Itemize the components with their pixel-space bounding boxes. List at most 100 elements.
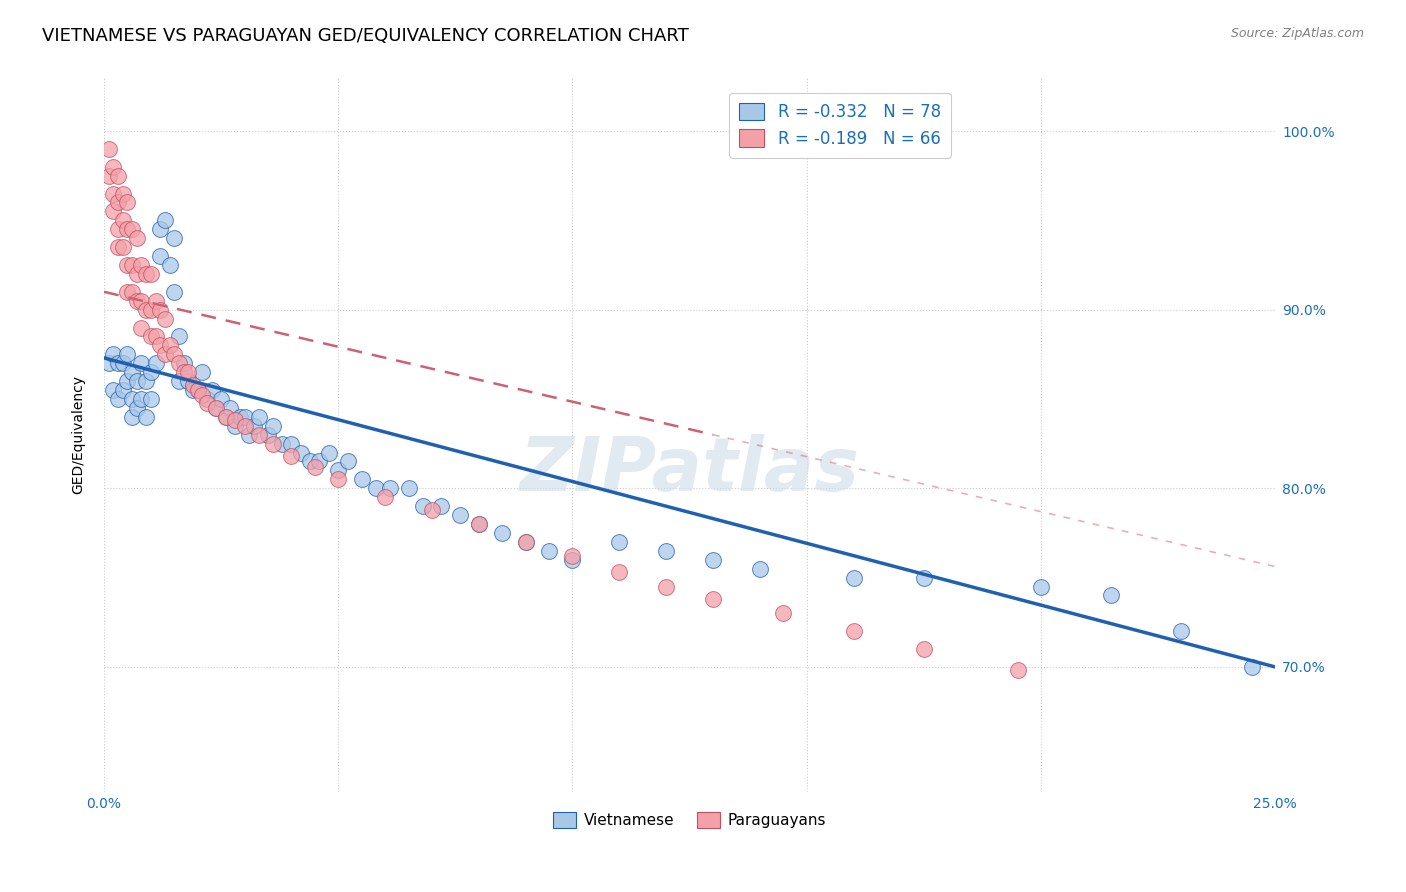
Text: Source: ZipAtlas.com: Source: ZipAtlas.com: [1230, 27, 1364, 40]
Point: [748, 562, 770, 576]
Point: [111, 240, 134, 254]
Point: [607, 534, 630, 549]
Point: [247, 427, 270, 442]
Point: [191, 365, 214, 379]
Point: [224, 418, 246, 433]
Point: [125, 231, 148, 245]
Point: [1170, 624, 1192, 639]
Point: [131, 320, 153, 334]
Point: [280, 449, 302, 463]
Point: [173, 356, 195, 370]
Point: [1029, 580, 1052, 594]
Point: [167, 329, 190, 343]
Point: [139, 302, 162, 317]
Point: [149, 222, 172, 236]
Point: [139, 392, 162, 406]
Point: [215, 409, 238, 424]
Point: [135, 409, 157, 424]
Point: [97, 169, 120, 183]
Point: [117, 347, 139, 361]
Point: [280, 436, 302, 450]
Point: [191, 388, 214, 402]
Point: [398, 481, 420, 495]
Point: [121, 222, 143, 236]
Point: [103, 383, 125, 397]
Legend: Vietnamese, Paraguayans: Vietnamese, Paraguayans: [547, 806, 832, 834]
Point: [107, 392, 129, 406]
Point: [224, 413, 246, 427]
Point: [238, 427, 260, 442]
Point: [97, 356, 120, 370]
Point: [149, 302, 172, 317]
Point: [195, 395, 218, 409]
Point: [103, 186, 125, 201]
Point: [318, 445, 340, 459]
Point: [336, 454, 359, 468]
Point: [145, 356, 167, 370]
Point: [177, 374, 200, 388]
Point: [139, 329, 162, 343]
Point: [139, 365, 162, 379]
Point: [121, 392, 143, 406]
Point: [364, 481, 387, 495]
Point: [149, 249, 172, 263]
Point: [131, 392, 153, 406]
Point: [163, 347, 186, 361]
Point: [233, 409, 256, 424]
Point: [107, 169, 129, 183]
Point: [655, 580, 678, 594]
Point: [167, 374, 190, 388]
Point: [103, 160, 125, 174]
Point: [131, 356, 153, 370]
Point: [468, 516, 491, 531]
Point: [561, 553, 583, 567]
Text: ZIPatlas: ZIPatlas: [520, 434, 859, 507]
Point: [328, 463, 350, 477]
Point: [117, 374, 139, 388]
Point: [163, 231, 186, 245]
Point: [449, 508, 471, 522]
Point: [412, 499, 434, 513]
Point: [219, 401, 242, 415]
Point: [561, 549, 583, 564]
Point: [153, 311, 176, 326]
Point: [131, 258, 153, 272]
Point: [107, 195, 129, 210]
Point: [125, 293, 148, 308]
Point: [205, 401, 228, 415]
Point: [153, 213, 176, 227]
Point: [163, 285, 186, 299]
Point: [117, 195, 139, 210]
Point: [1240, 660, 1263, 674]
Point: [145, 329, 167, 343]
Point: [195, 392, 218, 406]
Point: [243, 418, 266, 433]
Point: [702, 553, 724, 567]
Point: [125, 267, 148, 281]
Point: [271, 436, 294, 450]
Point: [121, 409, 143, 424]
Point: [491, 525, 513, 540]
Text: VIETNAMESE VS PARAGUAYAN GED/EQUIVALENCY CORRELATION CHART: VIETNAMESE VS PARAGUAYAN GED/EQUIVALENCY…: [42, 27, 689, 45]
Point: [229, 409, 252, 424]
Y-axis label: GED/Equivalency: GED/Equivalency: [72, 376, 86, 494]
Point: [257, 427, 280, 442]
Point: [538, 543, 561, 558]
Point: [215, 409, 238, 424]
Point: [201, 383, 224, 397]
Point: [187, 383, 209, 397]
Point: [177, 365, 200, 379]
Point: [430, 499, 453, 513]
Point: [159, 258, 181, 272]
Point: [135, 267, 157, 281]
Point: [125, 374, 148, 388]
Point: [111, 186, 134, 201]
Point: [262, 436, 284, 450]
Point: [107, 240, 129, 254]
Point: [117, 222, 139, 236]
Point: [135, 374, 157, 388]
Point: [655, 543, 678, 558]
Point: [1099, 589, 1122, 603]
Point: [1007, 664, 1029, 678]
Point: [515, 534, 537, 549]
